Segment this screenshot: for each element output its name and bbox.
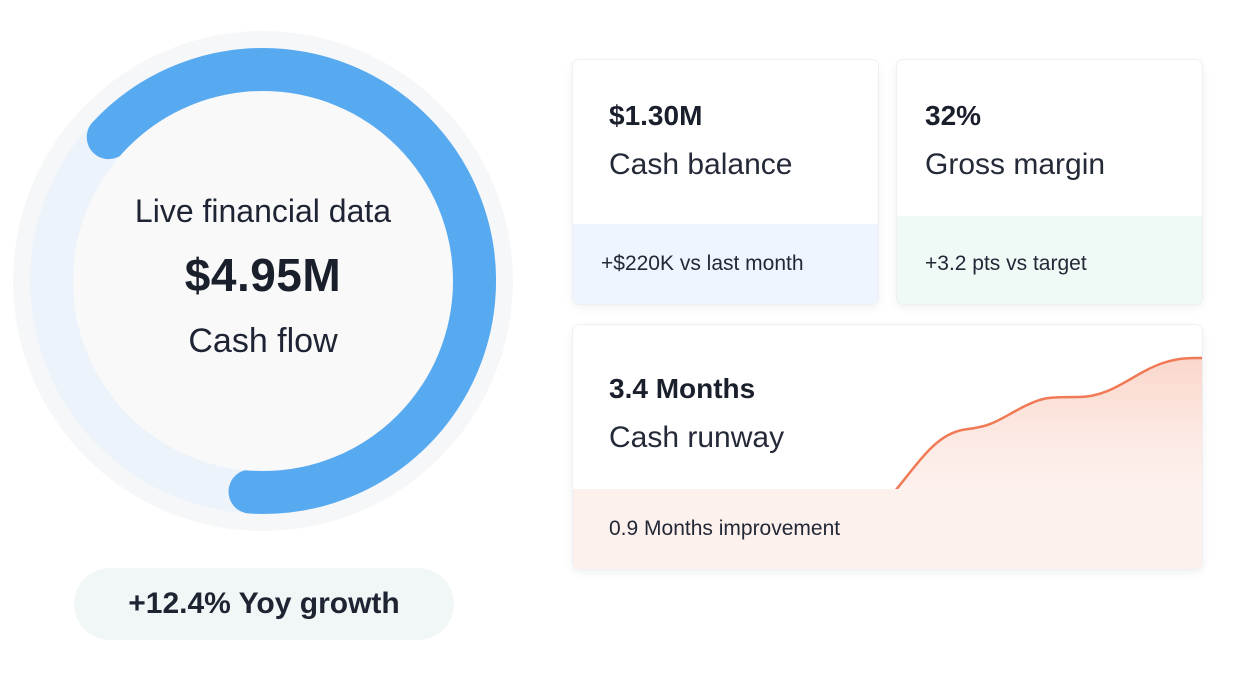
yoy-growth-badge: +12.4% Yoy growth bbox=[74, 568, 454, 640]
gauge-caption: Live financial data bbox=[134, 193, 392, 229]
cash-runway-change: 0.9 Months improvement bbox=[573, 489, 1202, 569]
cash-runway-value: 3.4 Months bbox=[609, 373, 756, 404]
gross-margin-label: Gross margin bbox=[925, 148, 1106, 181]
gauge-inner bbox=[73, 91, 453, 471]
cash-balance-label: Cash balance bbox=[609, 148, 793, 181]
cash-flow-label: Cash flow bbox=[188, 322, 338, 360]
gauge-center: Live financial data $4.95M Cash flow bbox=[13, 31, 513, 531]
cash-balance-change: +$220K vs last month bbox=[573, 224, 878, 304]
gross-margin-value: 32% bbox=[925, 100, 982, 131]
runway-trend-line bbox=[893, 356, 1202, 493]
cash-balance-value: $1.30M bbox=[609, 100, 703, 131]
gauge-ring bbox=[13, 31, 513, 531]
gross-margin-change: +3.2 pts vs target bbox=[897, 216, 1202, 304]
gross-margin-card: 32% Gross margin +3.2 pts vs target bbox=[897, 60, 1202, 304]
cash-runway-label: Cash runway bbox=[609, 421, 785, 454]
cash-runway-card: 3.4 Months Cash runway 0.9 Months improv… bbox=[573, 325, 1202, 569]
cash-flow-gauge: Live financial data $4.95M Cash flow bbox=[0, 18, 526, 544]
cash-flow-value: $4.95M bbox=[184, 249, 342, 301]
cash-balance-card: $1.30M Cash balance +$220K vs last month bbox=[573, 60, 878, 304]
gauge-progress-arc bbox=[86, 48, 497, 514]
